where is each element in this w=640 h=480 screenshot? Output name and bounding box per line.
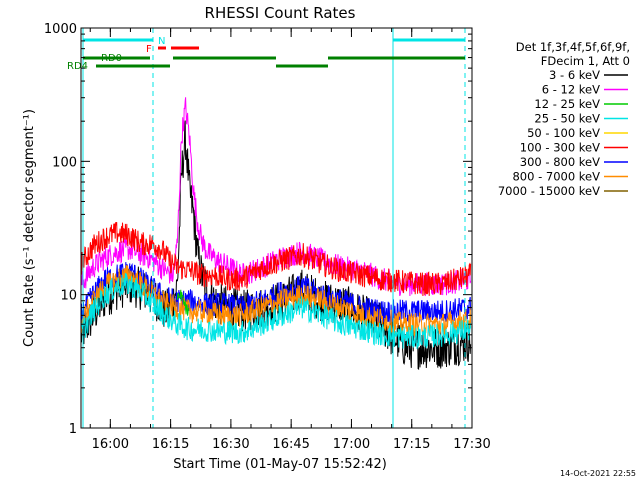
flag-bars: NF RD0 RD4 xyxy=(67,36,465,72)
y-axis-ticks: 1 10 100 1000 xyxy=(44,22,472,437)
timestamp: 14-Oct-2021 22:55 xyxy=(560,469,636,478)
vertical-markers xyxy=(82,28,466,428)
f-flag-label: F xyxy=(146,44,152,55)
n-flag-label: N xyxy=(158,36,165,47)
y-tick-label: 1 xyxy=(69,422,77,437)
series-line-6-12keV xyxy=(81,97,472,297)
x-tick-label: 17:30 xyxy=(453,437,490,452)
x-tick-label: 16:00 xyxy=(92,437,129,452)
legend-entry-label: 800 - 7000 keV xyxy=(512,170,600,184)
chart-title: RHESSI Count Rates xyxy=(205,4,356,22)
x-tick-label: 16:30 xyxy=(212,437,249,452)
legend-entry-label: 3 - 6 keV xyxy=(549,68,600,82)
x-axis-label: Start Time (01-May-07 15:52:42) xyxy=(173,457,387,472)
legend-entry-label: 300 - 800 keV xyxy=(520,155,600,169)
series-line-25-50keV xyxy=(81,272,472,350)
rd0-flag-label: RD0 xyxy=(101,53,122,64)
x-tick-label: 16:45 xyxy=(272,437,309,452)
x-axis-ticks: 16:00 16:15 16:30 16:45 17:00 17:15 17:30 xyxy=(89,28,491,452)
y-tick-label: 10 xyxy=(60,289,77,304)
legend-entry-label: 7000 - 15000 keV xyxy=(498,184,600,198)
y-tick-label: 1000 xyxy=(44,22,77,37)
legend-entry-label: 100 - 300 keV xyxy=(520,141,600,155)
series-line-100-300keV xyxy=(81,222,472,297)
data-series-layer xyxy=(81,97,472,371)
y-tick-label: 100 xyxy=(52,155,77,170)
series-line-12-25keV xyxy=(176,289,190,316)
legend-header: FDecim 1, Att 0 xyxy=(541,54,630,68)
legend-entry-label: 6 - 12 keV xyxy=(542,83,600,97)
legend-entry-label: 12 - 25 keV xyxy=(534,97,600,111)
plot-frame xyxy=(80,27,473,429)
legend: Det 1f,3f,4f,5f,6f,9f,FDecim 1, Att 03 -… xyxy=(498,40,630,198)
x-tick-label: 17:15 xyxy=(393,437,430,452)
legend-entry-label: 25 - 50 keV xyxy=(534,112,600,126)
y-axis-label: Count Rate (s⁻¹ detector segment⁻¹) xyxy=(22,109,37,347)
rd4-flag-label: RD4 xyxy=(67,61,88,72)
series-line-800-7000keV xyxy=(81,265,472,337)
series-line-300-800keV xyxy=(81,262,472,324)
x-tick-label: 16:15 xyxy=(152,437,189,452)
legend-entry-label: 50 - 100 keV xyxy=(527,126,600,140)
legend-header: Det 1f,3f,4f,5f,6f,9f, xyxy=(516,40,630,54)
x-tick-label: 17:00 xyxy=(333,437,370,452)
